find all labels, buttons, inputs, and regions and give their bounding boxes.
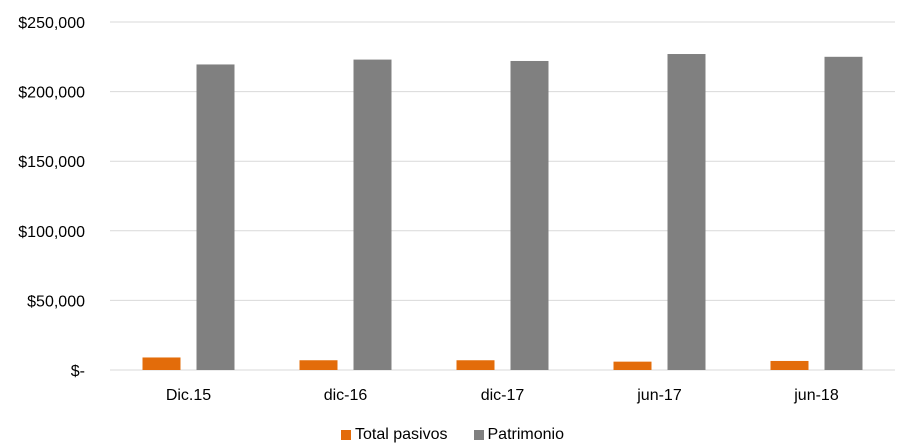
bar-total-pasivos-dic-16 (299, 360, 338, 370)
legend-label-patrimonio: Patrimonio (487, 426, 564, 443)
x-axis-ticks: Dic.15 dic-16 dic-17 jun-17 jun-18 (166, 387, 839, 404)
bar-total-pasivos-jun-17 (613, 361, 652, 370)
legend-swatch-patrimonio (473, 430, 484, 440)
x-tick-label: dic-17 (481, 387, 525, 404)
legend-item-patrimonio: Patrimonio (473, 426, 564, 444)
x-tick-label: jun-17 (636, 387, 682, 404)
y-tick-label: $250,000 (18, 15, 85, 32)
legend-label-total-pasivos: Total pasivos (355, 426, 448, 443)
y-tick-label: $- (71, 363, 85, 380)
legend: Total pasivos Patrimonio (0, 426, 905, 444)
bar-patrimonio-jun-18 (824, 56, 863, 371)
gridlines (110, 21, 895, 371)
bar-patrimonio-dic-17 (510, 60, 549, 370)
bar-total-pasivos-dic-15 (142, 357, 181, 370)
bar-total-pasivos-jun-18 (770, 360, 809, 370)
y-tick-label: $50,000 (27, 293, 85, 310)
chart-plot: $- $50,000 $100,000 $150,000 $200,000 $250,00… (18, 15, 895, 404)
bar-total-pasivos-dic-17 (456, 360, 495, 370)
y-axis-ticks: $- $50,000 $100,000 $150,000 $200,000 $250,00… (18, 15, 85, 380)
x-tick-label: Dic.15 (166, 387, 211, 404)
x-tick-label: jun-18 (793, 387, 839, 404)
legend-item-total-pasivos: Total pasivos (341, 426, 448, 444)
bar-patrimonio-dic-15 (196, 64, 235, 371)
y-tick-label: $200,000 (18, 85, 85, 102)
bar-patrimonio-jun-17 (667, 54, 706, 371)
y-tick-label: $150,000 (18, 154, 85, 171)
x-tick-label: dic-16 (324, 387, 368, 404)
bars (142, 54, 863, 371)
y-tick-label: $100,000 (18, 224, 85, 241)
bar-patrimonio-dic-16 (353, 59, 392, 371)
legend-swatch-total-pasivos (341, 430, 351, 440)
